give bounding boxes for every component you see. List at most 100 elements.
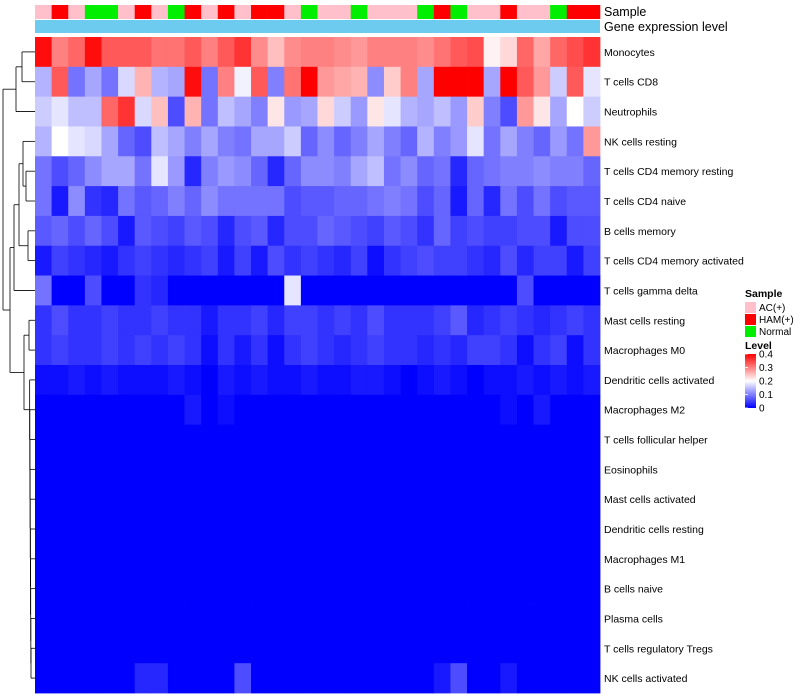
sample-annotation-cell <box>417 5 435 19</box>
heatmap-cell <box>217 484 235 515</box>
heatmap-cell <box>450 335 468 366</box>
heatmap-cell <box>467 66 485 98</box>
heatmap-cell <box>35 215 53 247</box>
heatmap-cell <box>383 245 401 276</box>
heatmap-cell <box>367 514 385 545</box>
heatmap-cell <box>334 156 352 187</box>
heatmap-cell <box>134 514 152 545</box>
heatmap-cell <box>68 215 86 247</box>
heatmap-cell <box>84 215 102 247</box>
heatmap-cell <box>400 37 418 68</box>
heatmap-cell <box>533 633 551 664</box>
heatmap-cell <box>383 424 401 455</box>
sample-annotation-cell <box>251 5 268 19</box>
heatmap-cell <box>400 305 418 336</box>
heatmap-cell <box>167 633 185 664</box>
row-label: T cells follicular helper <box>604 435 708 447</box>
heatmap-cell <box>317 365 335 396</box>
sample-annotation-cell <box>500 5 518 19</box>
heatmap-cell <box>234 37 252 68</box>
heatmap-cell <box>500 126 518 157</box>
heatmap-cell <box>417 454 435 485</box>
heatmap-cell <box>516 66 534 98</box>
heatmap-cell <box>334 663 352 694</box>
heatmap-cell <box>167 37 185 68</box>
heatmap-cell <box>151 215 169 247</box>
heatmap-cell <box>84 573 102 604</box>
heatmap-cell <box>334 543 352 575</box>
heatmap-cell <box>467 573 485 604</box>
heatmap-cell <box>467 633 485 664</box>
heatmap-cell <box>51 365 69 396</box>
sample-annotation-cell <box>234 5 252 19</box>
heatmap-cell <box>367 275 385 306</box>
heatmap-cell <box>118 66 136 98</box>
heatmap-cell <box>201 245 219 276</box>
heatmap-cell <box>118 186 136 217</box>
heatmap-cell <box>566 305 584 336</box>
heatmap-cell <box>583 633 601 664</box>
heatmap-cell <box>284 215 302 247</box>
heatmap-cell <box>151 66 169 98</box>
heatmap-cell <box>51 245 69 276</box>
heatmap-cell <box>184 424 202 455</box>
heatmap-cell <box>450 514 468 545</box>
row-dendrogram <box>2 51 35 679</box>
heatmap-cell <box>167 66 185 98</box>
heatmap-cell <box>201 186 219 217</box>
heatmap-cell <box>118 514 136 545</box>
heatmap-cell <box>367 424 385 455</box>
heatmap-cell <box>566 335 584 366</box>
heatmap-cell <box>334 484 352 515</box>
heatmap-cell <box>68 66 86 98</box>
heatmap-cell <box>68 126 86 157</box>
heatmap-cell <box>433 126 451 157</box>
heatmap-cell <box>101 454 119 485</box>
row-label: Dendritic cells resting <box>604 524 704 536</box>
heatmap-cell <box>251 514 269 545</box>
heatmap-cell <box>35 663 53 694</box>
heatmap-cell <box>583 484 601 515</box>
heatmap-cell <box>317 186 335 217</box>
heatmap-cell <box>151 126 169 157</box>
heatmap-cell <box>433 215 451 247</box>
heatmap-cell <box>51 156 69 187</box>
heatmap-cell <box>167 394 185 426</box>
heatmap-cell <box>350 514 368 545</box>
heatmap-cell <box>483 215 501 247</box>
heatmap-cell <box>383 633 401 664</box>
expression-annotation-label: Gene expression level <box>604 20 728 34</box>
heatmap-cell <box>450 215 468 247</box>
heatmap-cell <box>550 126 568 157</box>
heatmap-cell <box>367 305 385 336</box>
heatmap-cell <box>500 96 518 127</box>
heatmap-cell <box>583 245 601 276</box>
heatmap-cell <box>516 156 534 187</box>
heatmap-cell <box>68 96 86 127</box>
heatmap-cell <box>84 633 102 664</box>
heatmap-cell <box>284 454 302 485</box>
heatmap-cell <box>35 126 53 157</box>
heatmap-cell <box>367 186 385 217</box>
heatmap-cell <box>184 335 202 366</box>
heatmap-cell <box>101 305 119 336</box>
heatmap-cell <box>516 365 534 396</box>
heatmap-cell <box>151 335 169 366</box>
heatmap-cell <box>583 305 601 336</box>
sample-annotation-cell <box>467 5 484 19</box>
heatmap-cell <box>483 633 501 664</box>
row-label: T cells CD4 memory resting <box>604 166 733 178</box>
heatmap-cell <box>201 275 219 306</box>
heatmap-cell <box>284 126 302 157</box>
heatmap-cell <box>251 484 269 515</box>
heatmap-cell <box>267 424 285 455</box>
heatmap-cell <box>317 215 335 247</box>
heatmap-cell <box>500 633 518 664</box>
heatmap-cell <box>35 245 53 276</box>
heatmap-cell <box>284 335 302 366</box>
heatmap-cell <box>450 543 468 575</box>
heatmap-cell <box>350 394 368 426</box>
row-label: T cells CD4 memory activated <box>604 256 744 268</box>
heatmap-cell <box>550 305 568 336</box>
